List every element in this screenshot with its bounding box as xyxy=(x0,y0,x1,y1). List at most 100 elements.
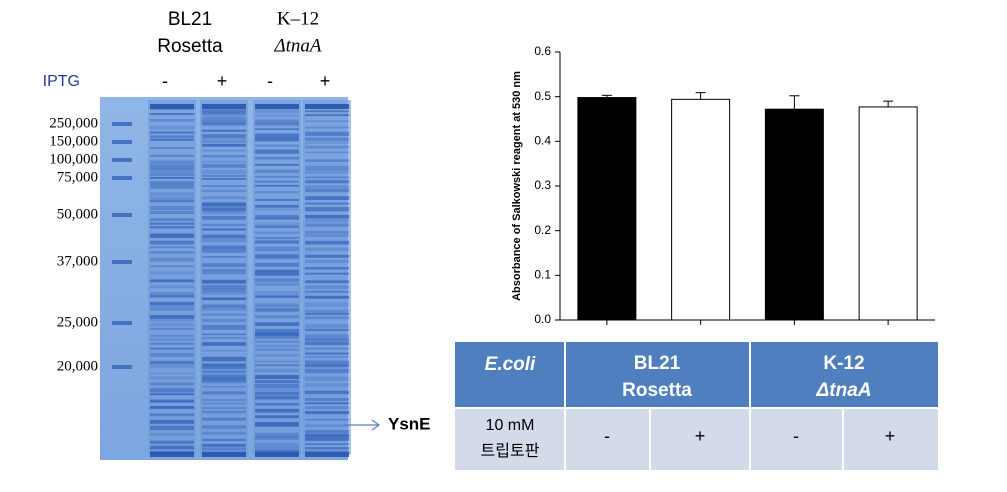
band xyxy=(202,292,246,295)
band xyxy=(255,391,299,396)
bar xyxy=(858,106,918,321)
band xyxy=(150,440,194,444)
ladder-band xyxy=(112,260,132,264)
band xyxy=(150,432,194,436)
band xyxy=(255,408,299,413)
table-cell: + xyxy=(885,426,896,446)
band xyxy=(202,333,246,336)
band xyxy=(255,322,299,326)
band xyxy=(305,316,349,320)
band xyxy=(150,192,194,196)
band xyxy=(255,225,299,228)
band xyxy=(202,155,246,158)
band xyxy=(255,295,299,298)
band xyxy=(255,303,299,308)
band xyxy=(202,378,246,382)
band xyxy=(305,352,349,355)
band xyxy=(150,285,194,289)
band xyxy=(305,180,349,184)
band xyxy=(255,184,299,187)
band xyxy=(255,144,299,147)
band xyxy=(305,324,349,328)
band xyxy=(150,271,194,275)
band xyxy=(202,268,246,273)
band xyxy=(305,137,349,142)
band xyxy=(255,387,299,391)
band xyxy=(305,447,349,450)
band xyxy=(202,425,246,429)
band xyxy=(255,204,299,208)
band xyxy=(150,360,194,365)
band xyxy=(305,406,349,409)
band xyxy=(150,181,194,186)
band xyxy=(305,214,349,219)
band xyxy=(150,196,194,200)
band xyxy=(305,151,349,154)
band xyxy=(150,405,194,409)
band xyxy=(202,228,246,231)
table-cell: Rosetta xyxy=(622,380,692,401)
band xyxy=(202,117,246,121)
band xyxy=(255,278,299,283)
band xyxy=(150,172,194,177)
band xyxy=(305,443,349,445)
band xyxy=(255,315,299,319)
band xyxy=(202,381,246,384)
band xyxy=(305,120,349,123)
band xyxy=(305,383,349,387)
band xyxy=(305,165,349,170)
band xyxy=(202,443,246,447)
band xyxy=(202,363,246,367)
band xyxy=(255,175,299,178)
band xyxy=(150,146,194,149)
band xyxy=(255,432,299,438)
ladder-band xyxy=(112,122,132,126)
marker-label: 250,000 xyxy=(49,115,98,131)
band xyxy=(255,114,299,117)
band xyxy=(202,288,246,293)
table-cell: - xyxy=(793,426,799,446)
band xyxy=(150,177,194,179)
band xyxy=(255,273,299,276)
table-row-bg xyxy=(455,408,938,470)
band xyxy=(150,240,194,245)
band xyxy=(255,262,299,267)
y-axis-label: Absorbance of Salkowski reagent at 530 n… xyxy=(511,71,523,301)
band xyxy=(255,354,299,357)
band xyxy=(305,347,349,350)
band xyxy=(255,156,299,160)
band xyxy=(305,402,349,405)
band xyxy=(255,257,299,260)
band xyxy=(255,442,299,447)
band xyxy=(305,267,349,270)
band xyxy=(202,139,246,144)
band xyxy=(202,202,246,207)
strain: K–12 xyxy=(277,8,319,29)
band xyxy=(150,251,194,254)
band xyxy=(305,337,349,342)
band xyxy=(305,437,349,441)
band xyxy=(150,135,194,139)
band xyxy=(202,452,246,457)
band xyxy=(305,230,349,235)
ladder-band xyxy=(112,158,132,162)
band xyxy=(150,353,194,357)
band xyxy=(202,149,246,152)
table-lines xyxy=(455,342,938,470)
band xyxy=(305,196,349,200)
band xyxy=(150,222,194,225)
band xyxy=(202,304,246,308)
band xyxy=(202,207,246,212)
band xyxy=(150,131,194,134)
band xyxy=(255,231,299,234)
band-label: YsnE xyxy=(388,414,431,433)
bar xyxy=(577,97,637,321)
band xyxy=(255,222,299,228)
ladder-band xyxy=(112,365,132,369)
bar xyxy=(671,98,731,321)
band xyxy=(202,134,246,139)
band xyxy=(202,447,246,451)
band xyxy=(305,334,349,338)
table-cell: K-12 xyxy=(823,353,864,374)
